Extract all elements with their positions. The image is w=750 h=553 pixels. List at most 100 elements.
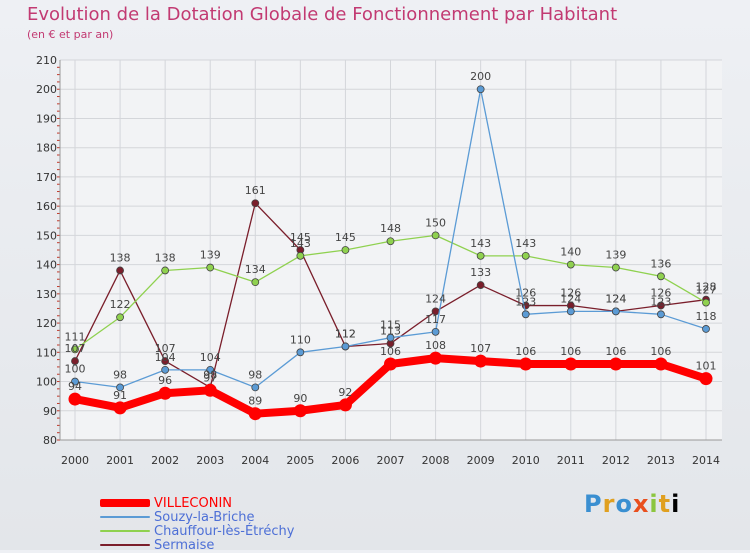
data-point: [474, 354, 488, 368]
data-label: 145: [290, 231, 311, 244]
data-label: 115: [380, 319, 401, 332]
data-label: 91: [113, 389, 127, 402]
data-point: [566, 307, 575, 316]
y-tick-label: 100: [36, 376, 57, 389]
data-point: [338, 398, 352, 412]
data-point: [203, 383, 217, 397]
x-tick-label: 2013: [647, 454, 675, 467]
data-point: [519, 357, 533, 371]
data-label: 106: [605, 345, 626, 358]
legend-swatch: [100, 516, 150, 518]
data-label: 124: [560, 292, 581, 305]
data-point: [657, 301, 665, 310]
legend: VILLECONIN Souzy-la-Briche Chauffour-lès…: [100, 496, 294, 553]
data-point: [161, 357, 170, 365]
data-point: [609, 357, 623, 371]
data-label: 123: [650, 295, 671, 308]
y-tick-label: 150: [36, 229, 57, 242]
data-label: 92: [338, 386, 352, 399]
data-label: 124: [605, 292, 626, 305]
data-label: 200: [470, 70, 491, 83]
x-tick-label: 2009: [467, 454, 495, 467]
data-label: 104: [200, 351, 221, 364]
x-tick-label: 2011: [557, 454, 585, 467]
proxiti-logo: Proxiti: [584, 490, 681, 518]
data-point: [431, 231, 440, 240]
y-tick-label: 190: [36, 112, 57, 125]
data-point: [566, 260, 575, 269]
data-label: 143: [290, 237, 311, 250]
legend-label: Sermaise: [154, 537, 215, 553]
data-point: [293, 404, 307, 418]
data-label: 106: [380, 345, 401, 358]
data-point: [386, 333, 395, 342]
data-label: 106: [560, 345, 581, 358]
y-tick-label: 180: [36, 142, 57, 155]
x-tick-label: 2012: [602, 454, 630, 467]
legend-item-sermaise: Sermaise: [100, 537, 294, 553]
data-label: 106: [515, 345, 536, 358]
x-tick-label: 2014: [692, 454, 720, 467]
data-point: [702, 298, 710, 307]
legend-item-souzy: Souzy-la-Briche: [100, 510, 294, 525]
data-point: [657, 310, 665, 319]
chart-subtitle: (en € et par an): [27, 28, 114, 41]
data-label: 143: [470, 237, 491, 250]
data-label: 107: [65, 342, 86, 355]
data-point: [251, 278, 260, 287]
data-point: [431, 327, 440, 336]
data-point: [71, 357, 79, 365]
data-point: [611, 307, 620, 316]
data-label: 108: [425, 339, 446, 352]
x-tick-label: 2006: [331, 454, 359, 467]
data-point: [699, 372, 713, 386]
data-label: 140: [560, 246, 581, 259]
data-point: [113, 401, 127, 415]
data-label: 126: [560, 287, 581, 300]
data-point: [654, 357, 668, 371]
data-label: 124: [605, 292, 626, 305]
data-label: 145: [335, 231, 356, 244]
data-label: 133: [470, 266, 491, 279]
data-label: 111: [65, 330, 86, 343]
data-point: [476, 251, 485, 260]
data-label: 89: [248, 395, 262, 408]
data-label: 138: [155, 251, 176, 264]
data-label: 139: [200, 249, 221, 262]
data-point: [476, 281, 485, 289]
data-label: 139: [605, 249, 626, 262]
data-point: [296, 348, 305, 357]
data-point: [206, 365, 215, 374]
data-label: 112: [335, 327, 356, 340]
data-point: [206, 263, 215, 272]
data-point: [296, 251, 305, 260]
data-label: 148: [380, 222, 401, 235]
data-label: 127: [696, 284, 717, 297]
y-tick-label: 90: [43, 405, 57, 418]
legend-swatch: [100, 530, 150, 532]
data-label: 117: [425, 313, 446, 326]
y-tick-label: 200: [36, 83, 57, 96]
data-point: [71, 345, 79, 354]
data-point: [251, 199, 260, 208]
data-label: 150: [425, 216, 446, 229]
data-label: 101: [696, 360, 717, 373]
legend-swatch: [100, 544, 150, 546]
data-label: 118: [696, 310, 717, 323]
data-point: [476, 85, 485, 94]
data-point: [68, 392, 82, 406]
data-point: [384, 357, 397, 371]
data-label: 104: [155, 351, 176, 364]
x-tick-label: 2003: [196, 454, 224, 467]
data-point: [158, 386, 172, 400]
data-point: [611, 263, 620, 272]
y-tick-label: 160: [36, 200, 57, 213]
data-label: 136: [650, 257, 671, 270]
data-label: 110: [290, 333, 311, 346]
data-point: [386, 237, 395, 246]
data-label: 113: [380, 325, 401, 338]
data-point: [564, 357, 578, 371]
data-label: 126: [515, 287, 536, 300]
y-tick-label: 80: [43, 434, 57, 447]
